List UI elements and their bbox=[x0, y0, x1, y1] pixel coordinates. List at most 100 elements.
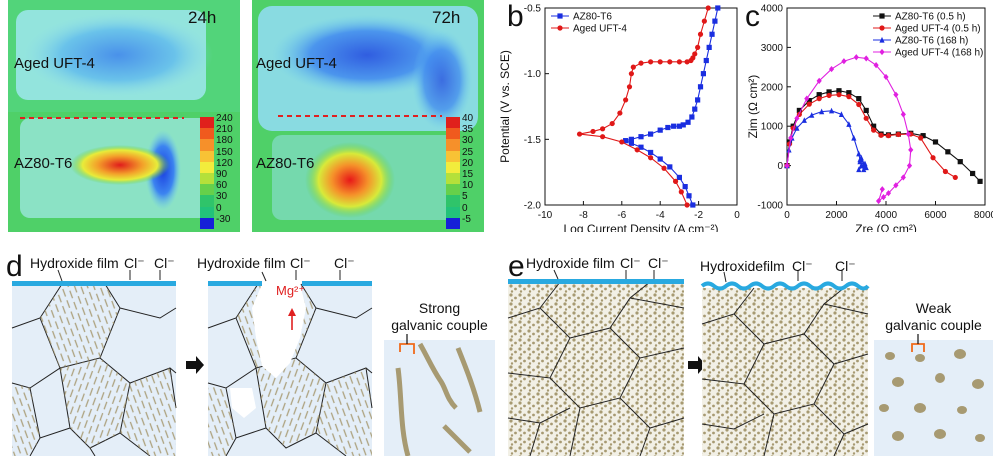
colorbar-tick-label: 60 bbox=[216, 180, 228, 192]
data-point bbox=[609, 120, 615, 127]
colorbar-swatch bbox=[200, 195, 214, 208]
data-point bbox=[875, 197, 882, 205]
data-point bbox=[861, 166, 867, 173]
data-point bbox=[576, 131, 583, 137]
map-label-az80-left: AZ80-T6 bbox=[14, 155, 73, 172]
data-point bbox=[697, 84, 704, 90]
data-point bbox=[619, 139, 625, 145]
map-label-aged-uft4-left: Aged UFT-4 bbox=[14, 55, 95, 72]
strong-couple-label: Strong galvanic couple bbox=[384, 300, 495, 334]
colorbar-tick-label: 90 bbox=[216, 169, 228, 180]
y-tick-label: 3000 bbox=[761, 43, 784, 54]
d-film-label-1: Hydroxide film bbox=[30, 255, 119, 271]
y-tick-label: 1000 bbox=[761, 122, 784, 133]
colorbar-right bbox=[446, 117, 460, 230]
x-tick-label: -8 bbox=[579, 210, 588, 221]
data-point bbox=[638, 134, 644, 140]
data-point bbox=[676, 123, 682, 129]
schematic-e bbox=[507, 269, 993, 456]
data-point bbox=[806, 101, 812, 107]
data-point bbox=[957, 159, 963, 165]
x-tick-label: 0 bbox=[734, 210, 740, 221]
data-point bbox=[801, 117, 807, 123]
legend-label: AZ80-T6 bbox=[573, 12, 612, 23]
data-point bbox=[871, 123, 877, 129]
data-point bbox=[977, 178, 983, 184]
data-point bbox=[712, 18, 718, 24]
colorbar-tick-label: 30 bbox=[216, 191, 228, 203]
data-point bbox=[846, 90, 852, 96]
data-point bbox=[836, 88, 842, 94]
colorbar-tick-label: 150 bbox=[216, 146, 233, 158]
data-point bbox=[692, 51, 698, 57]
d-cl-label-4: Cl⁻ bbox=[334, 255, 355, 271]
data-point bbox=[671, 123, 677, 129]
weak-couple-line-1: Weak bbox=[915, 300, 952, 316]
data-point bbox=[879, 25, 885, 31]
series-line bbox=[786, 90, 981, 182]
data-point bbox=[906, 162, 913, 169]
weak-couple-label: Weak galvanic couple bbox=[874, 300, 993, 334]
mg-ion-label: Mg²⁺ bbox=[276, 283, 306, 298]
data-point bbox=[695, 44, 701, 51]
data-point bbox=[600, 134, 606, 140]
data-point bbox=[638, 60, 644, 66]
data-point bbox=[634, 147, 640, 153]
colorbar-swatch bbox=[446, 117, 460, 129]
x-tick-label: -6 bbox=[617, 210, 626, 221]
data-point bbox=[676, 59, 682, 65]
colorbar-tick-label: 30 bbox=[462, 135, 474, 147]
data-point bbox=[846, 94, 852, 100]
x-tick-label: 8000 bbox=[974, 210, 993, 221]
data-point bbox=[628, 71, 634, 77]
data-point bbox=[703, 57, 709, 64]
panel-label-d: d bbox=[6, 250, 23, 283]
map-label-aged-uft4-right: Aged UFT-4 bbox=[256, 55, 337, 72]
data-point bbox=[692, 106, 698, 112]
data-point bbox=[628, 136, 634, 142]
data-point bbox=[879, 186, 885, 193]
data-point bbox=[648, 59, 654, 65]
x-tick-label: 4000 bbox=[875, 210, 898, 221]
data-point bbox=[689, 114, 695, 120]
colorbar-swatch bbox=[200, 161, 214, 174]
data-point bbox=[684, 59, 690, 65]
data-point bbox=[648, 155, 654, 161]
data-point bbox=[706, 44, 712, 50]
data-point bbox=[685, 119, 691, 125]
colorbar-swatch bbox=[200, 206, 214, 219]
colorbar-tick-label: 25 bbox=[462, 146, 474, 158]
data-point bbox=[880, 194, 887, 201]
x-tick-label: 2000 bbox=[825, 210, 848, 221]
data-point bbox=[630, 64, 636, 70]
data-point bbox=[930, 155, 936, 161]
data-point bbox=[617, 110, 623, 116]
e-cl-label-4: Cl⁻ bbox=[835, 258, 856, 274]
colorbar-tick-label: 5 bbox=[462, 191, 468, 203]
data-point bbox=[895, 131, 901, 138]
data-point bbox=[846, 121, 852, 127]
colorbar-swatch bbox=[446, 206, 460, 219]
series-line bbox=[623, 7, 719, 206]
d-cl-label-3: Cl⁻ bbox=[290, 255, 311, 271]
data-point bbox=[816, 92, 822, 98]
data-point bbox=[883, 73, 889, 81]
data-point bbox=[701, 18, 707, 24]
data-point bbox=[690, 202, 696, 208]
data-point bbox=[853, 54, 859, 61]
colorbar-left bbox=[200, 117, 214, 230]
data-point bbox=[878, 132, 884, 138]
data-point bbox=[665, 124, 671, 131]
data-point bbox=[856, 96, 862, 102]
legend-label: Aged UFT-4 (0.5 h) bbox=[895, 24, 981, 35]
x-tick-label: 0 bbox=[784, 210, 790, 221]
data-point bbox=[828, 65, 835, 73]
data-point bbox=[796, 107, 802, 114]
data-point bbox=[900, 174, 906, 181]
data-point bbox=[816, 96, 822, 102]
data-point bbox=[932, 139, 939, 145]
colorbar-swatch bbox=[200, 139, 214, 152]
strong-couple-line-2: galvanic couple bbox=[391, 317, 488, 333]
data-point bbox=[856, 101, 862, 108]
data-point bbox=[862, 160, 868, 167]
